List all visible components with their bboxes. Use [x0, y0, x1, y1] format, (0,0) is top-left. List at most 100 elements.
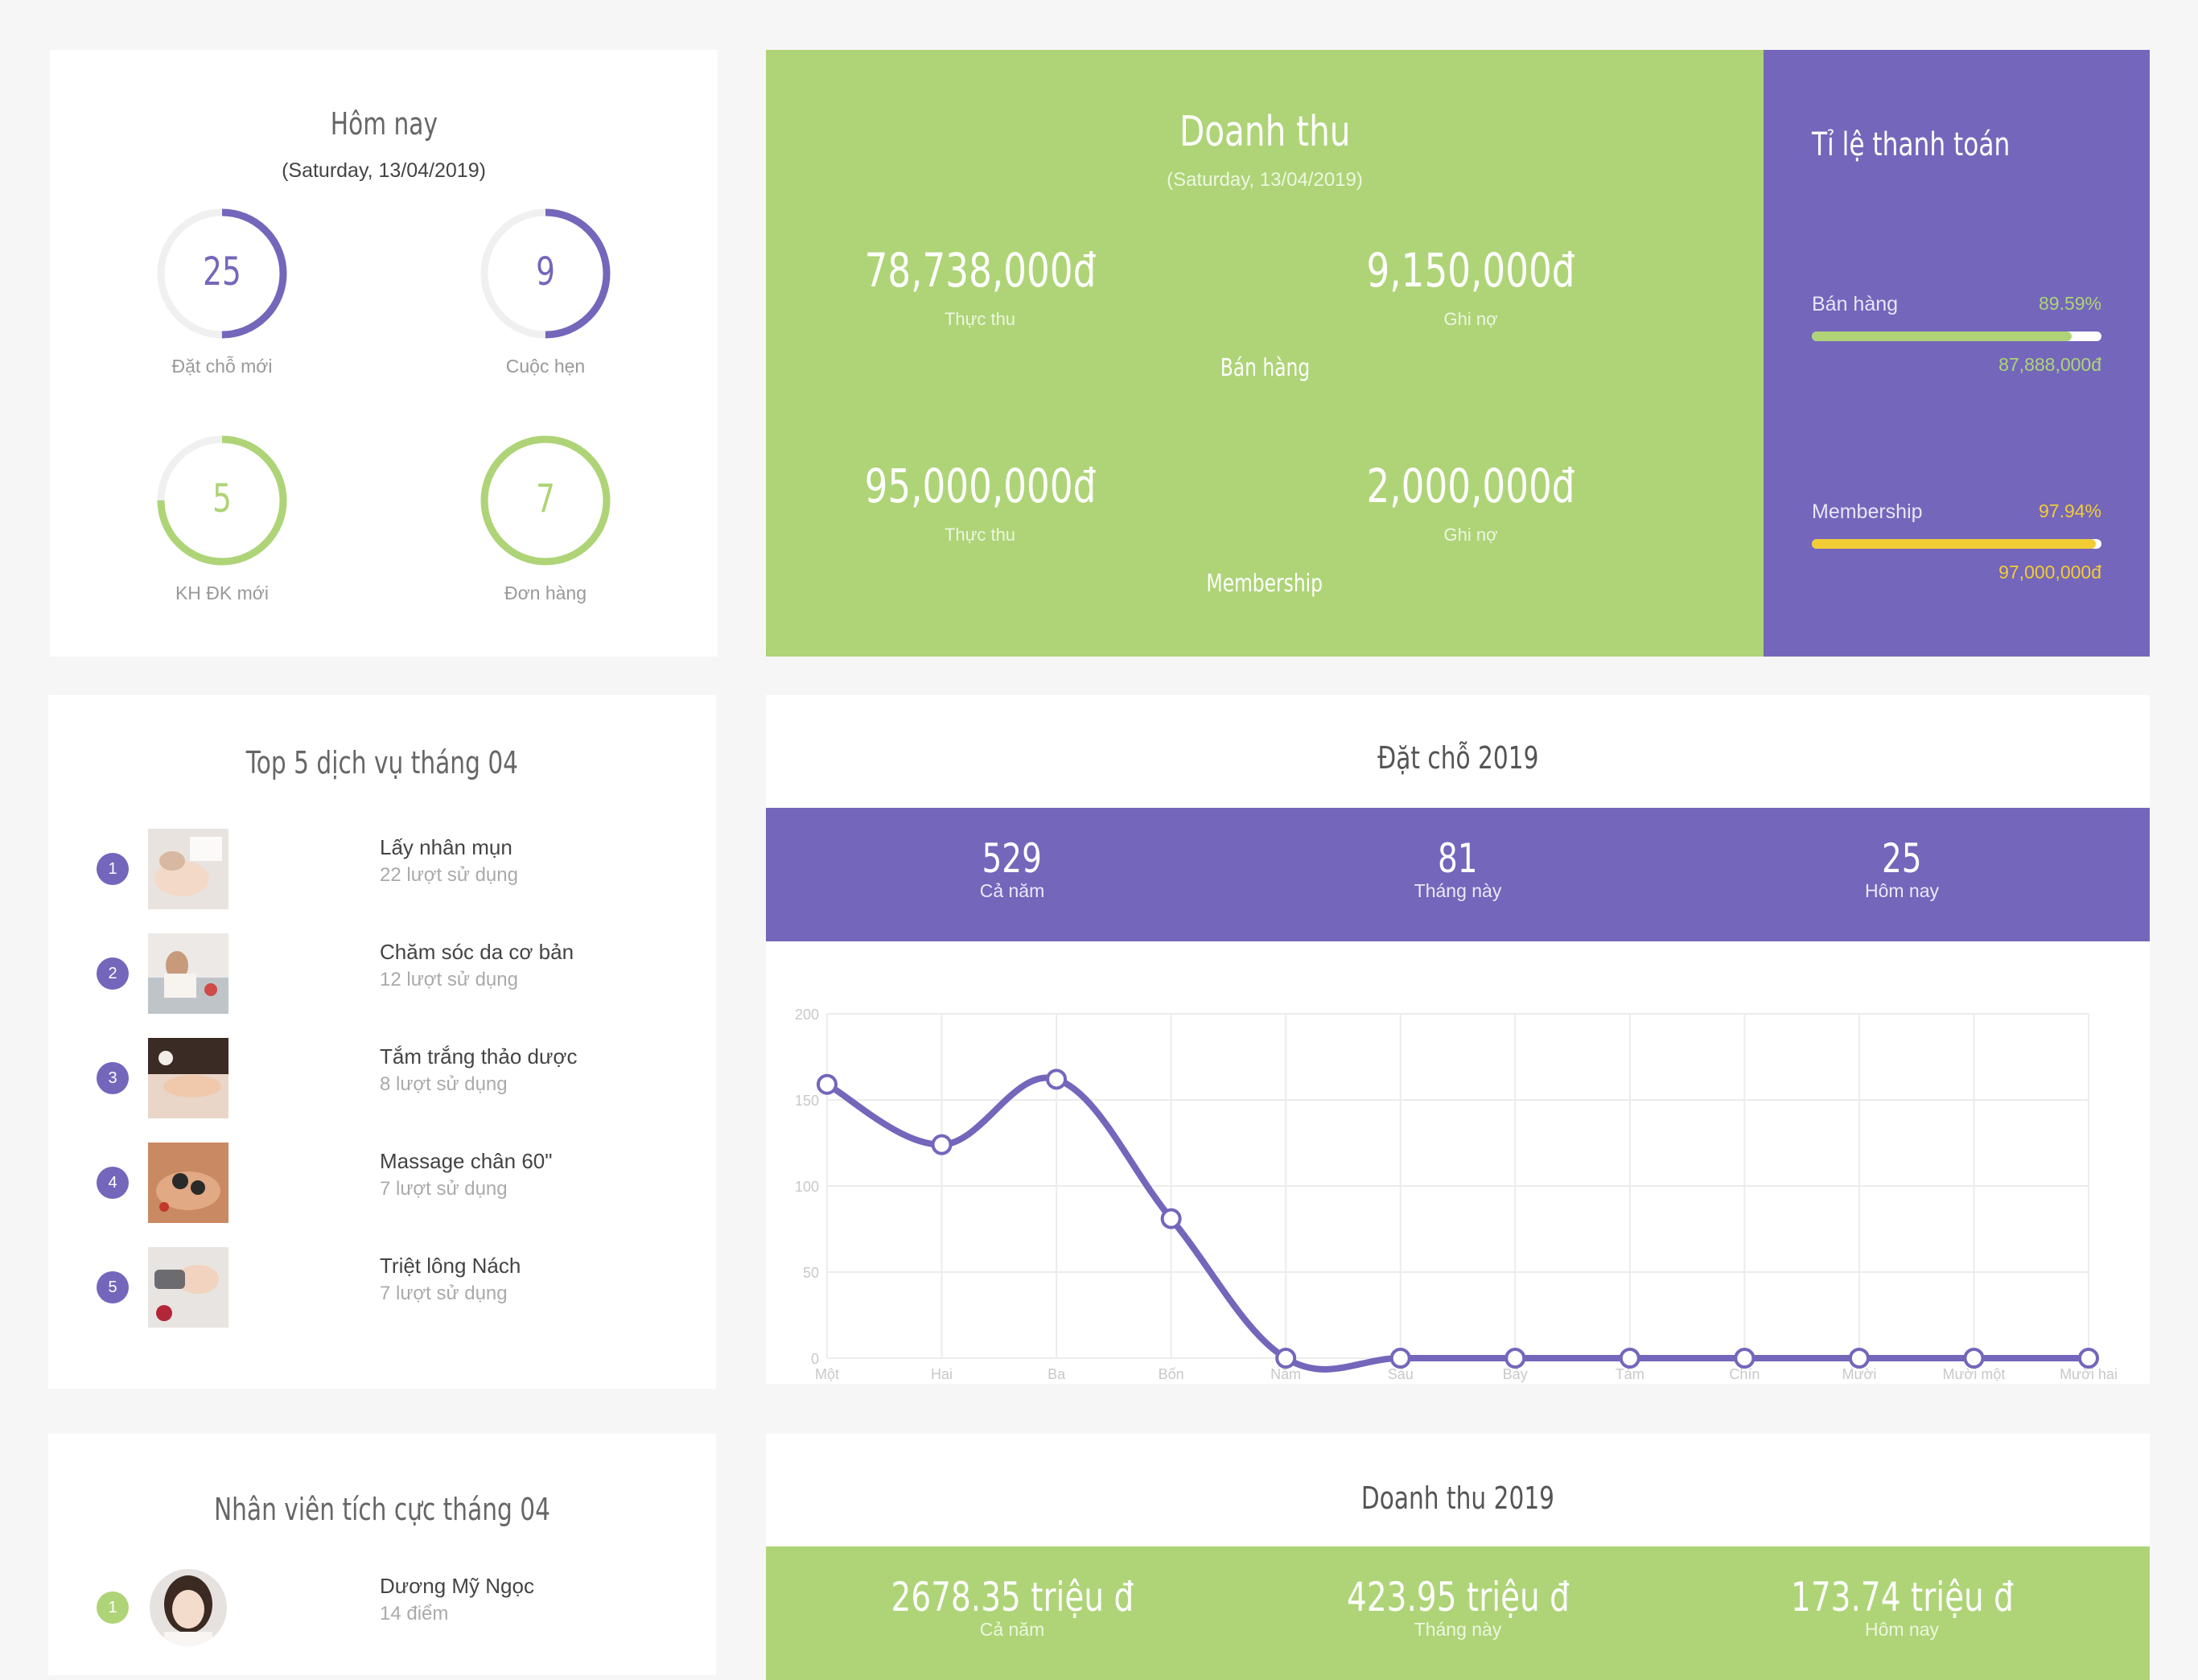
service-thumbnail [148, 829, 228, 909]
payment-sales-name: Bán hàng [1812, 293, 1899, 315]
booking-year-label: Cả năm [979, 880, 1045, 901]
payment-ratio-card: Tỉ lệ thanh toán Bán hàng 89.59% 87,888,… [1764, 50, 2150, 657]
service-item[interactable]: 2 Chăm sóc da cơ bản 12 lượt sử dụng [97, 933, 660, 1014]
x-tick-label: Mười [1842, 1366, 1876, 1382]
sales-debt-label: Ghi nợ [1443, 309, 1498, 329]
x-tick-label: Năm [1270, 1366, 1301, 1382]
today-card: Hôm nay (Saturday, 13/04/2019) 25 Đặt ch… [50, 50, 718, 657]
today-date: (Saturday, 13/04/2019) [282, 159, 486, 182]
service-name: Tắm trắng thảo dược [380, 1044, 578, 1069]
revenue-2019-year-stat: 2678.35 triệu đ Cả năm [851, 1574, 1173, 1641]
new-bookings-label: Đặt chỗ mới [171, 356, 273, 377]
service-count: 7 lượt sử dụng [380, 1283, 508, 1304]
booking-chart-card: Đặt chỗ 2019 529 Cả năm 81 Tháng này 25 … [766, 695, 2150, 1384]
service-rank-badge: 1 [97, 853, 129, 885]
membership-group-label: Membership [1206, 570, 1323, 598]
booking-data-point[interactable] [1848, 1348, 1870, 1369]
appointments-ring: 9 [480, 208, 611, 339]
payment-row-membership: Membership 97.94% 97,000,000đ [1812, 500, 2101, 597]
booking-today-label: Hôm nay [1864, 880, 1940, 901]
orders-ring: 7 [480, 435, 611, 566]
service-name: Massage chân 60" [380, 1149, 553, 1173]
new-bookings-stat[interactable]: 25 Đặt chỗ mới [142, 208, 303, 377]
top-services-card: Top 5 dịch vụ tháng 04 1 Lấy nhân mụn 22… [48, 695, 716, 1389]
sales-debt-value: 9,150,000đ [1366, 243, 1575, 298]
booking-title: Đặt chỗ 2019 [1377, 740, 1539, 776]
booking-data-point[interactable] [1963, 1348, 1985, 1369]
staff-name: Dương Mỹ Ngọc [380, 1574, 534, 1598]
revenue-title: Doanh thu [1179, 108, 1351, 156]
orders-value: 7 [536, 477, 555, 522]
service-name: Triệt lông Nách [380, 1254, 521, 1278]
service-item[interactable]: 4 Massage chân 60" 7 lượt sử dụng [97, 1143, 660, 1223]
booking-line-chart: 0 50 100 150 200 Một Hai Ba Bốn Năm Sáu Bảy Tám Chín M… [795, 1007, 2118, 1382]
booking-data-point[interactable] [1275, 1348, 1297, 1369]
payment-sales-pct: 89.59% [2038, 293, 2101, 314]
x-tick-label: Tám [1616, 1366, 1644, 1382]
service-item[interactable]: 1 Lấy nhân mụn 22 lượt sử dụng [97, 829, 660, 909]
payment-sales-amount: 87,888,000đ [1998, 354, 2101, 375]
booking-month-stat: 81 Tháng này [1297, 835, 1619, 902]
booking-today-stat: 25 Hôm nay [1741, 835, 2063, 902]
y-tick-label: 200 [795, 1007, 819, 1023]
revenue-2019-card: Doanh thu 2019 2678.35 triệu đ Cả năm 42… [766, 1434, 2150, 1680]
new-customers-stat[interactable]: 5 KH ĐK mới [142, 434, 303, 604]
booking-year-stat: 529 Cả năm [851, 835, 1173, 902]
staff-item[interactable]: 1 Dương Mỹ Ngọc 14 điểm [97, 1567, 660, 1648]
membership-debt-label: Ghi nợ [1443, 525, 1498, 545]
revenue-2019-year-label: Cả năm [979, 1619, 1045, 1640]
payment-title: Tỉ lệ thanh toán [1812, 126, 2011, 163]
revenue-2019-band: 2678.35 triệu đ Cả năm 423.95 triệu đ Th… [766, 1546, 2150, 1680]
service-item[interactable]: 5 Triệt lông Nách 7 lượt sử dụng [97, 1247, 660, 1328]
payment-sales-bar [1812, 331, 2101, 341]
revenue-2019-month-label: Tháng này [1414, 1619, 1502, 1640]
booking-data-point[interactable] [817, 1073, 838, 1095]
appointments-value: 9 [536, 250, 555, 295]
appointments-stat[interactable]: 9 Cuộc hẹn [465, 208, 626, 377]
x-tick-label: Mười hai [2060, 1366, 2118, 1382]
sales-paid-value: 78,738,000đ [864, 243, 1096, 298]
payment-row-sales: Bán hàng 89.59% 87,888,000đ [1812, 293, 2101, 389]
service-rank-badge: 2 [97, 957, 129, 990]
booking-data-point[interactable] [1046, 1069, 1068, 1090]
service-thumbnail [148, 1247, 228, 1328]
new-bookings-value: 25 [203, 250, 241, 295]
booking-data-point[interactable] [1619, 1348, 1640, 1369]
revenue-2019-year-value: 2678.35 triệu đ [891, 1574, 1134, 1620]
top-services-title: Top 5 dịch vụ tháng 04 [245, 745, 519, 780]
orders-stat[interactable]: 7 Đơn hàng [465, 434, 626, 604]
appointments-label: Cuộc hẹn [505, 356, 586, 377]
booking-data-point[interactable] [2078, 1348, 2099, 1369]
booking-data-point[interactable] [1160, 1208, 1182, 1229]
revenue-2019-today-label: Hôm nay [1864, 1619, 1940, 1640]
revenue-2019-today-value: 173.74 triệu đ [1790, 1574, 2014, 1620]
booking-data-point[interactable] [1389, 1348, 1411, 1369]
x-tick-label: Ba [1048, 1366, 1066, 1382]
service-count: 7 lượt sử dụng [380, 1178, 508, 1200]
x-tick-label: Chín [1729, 1366, 1760, 1382]
y-tick-label: 150 [795, 1093, 819, 1109]
top-staff-title: Nhân viên tích cực tháng 04 [213, 1492, 551, 1527]
revenue-2019-title: Doanh thu 2019 [1360, 1480, 1555, 1516]
booking-month-value: 81 [1438, 835, 1478, 882]
y-tick-label: 100 [795, 1179, 819, 1195]
service-rank-badge: 4 [97, 1167, 129, 1199]
revenue-2019-today-stat: 173.74 triệu đ Hôm nay [1741, 1574, 2063, 1641]
booking-series-line [824, 1074, 2092, 1373]
x-tick-label: Bảy [1503, 1366, 1528, 1382]
membership-paid-value: 95,000,000đ [864, 459, 1096, 513]
service-thumbnail [148, 1143, 228, 1223]
payment-membership-fill [1812, 539, 2096, 549]
membership-paid-label: Thực thu [944, 525, 1016, 545]
booking-data-point[interactable] [931, 1134, 953, 1155]
booking-data-point[interactable] [1504, 1348, 1526, 1369]
payment-membership-pct: 97.94% [2038, 500, 2101, 521]
staff-points: 14 điểm [380, 1603, 449, 1624]
revenue-2019-month-stat: 423.95 triệu đ Tháng này [1297, 1574, 1619, 1641]
x-tick-label: Mười một [1943, 1366, 2006, 1382]
service-item[interactable]: 3 Tắm trắng thảo dược 8 lượt sử dụng [97, 1038, 660, 1118]
x-tick-label: Hai [931, 1366, 953, 1382]
booking-data-point[interactable] [1734, 1348, 1756, 1369]
new-customers-value: 5 [212, 477, 232, 522]
y-tick-label: 0 [811, 1351, 819, 1367]
